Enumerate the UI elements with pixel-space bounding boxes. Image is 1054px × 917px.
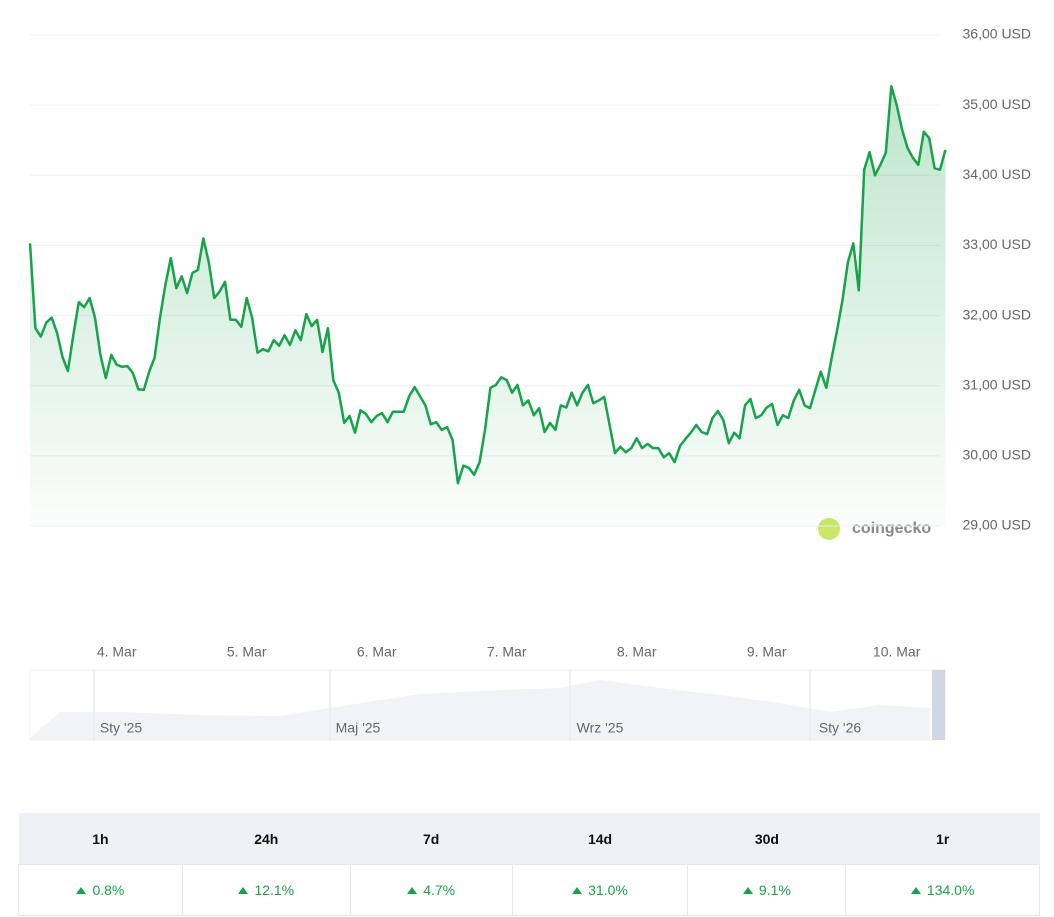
y-tick-label: 36,00 USD (963, 26, 1031, 42)
navigator-area (30, 680, 930, 740)
change-cell: 134.0% (845, 864, 1040, 916)
x-tick-label: 7. Mar (487, 644, 527, 660)
y-tick-label: 30,00 USD (963, 447, 1031, 463)
x-tick-label: 10. Mar (873, 644, 921, 660)
navigator-handle[interactable] (932, 670, 945, 740)
y-tick-label: 31,00 USD (963, 376, 1031, 392)
navigator-label: Sty '26 (819, 720, 862, 736)
x-tick-label: 8. Mar (617, 644, 657, 660)
period-header: 14d (512, 813, 688, 865)
y-tick-label: 34,00 USD (963, 166, 1031, 182)
period-header: 7d (350, 813, 513, 865)
change-table: 1h 24h 7d 14d 30d 1r 0.8% 12.1% 4.7% 31.0% 9.1% 13… (18, 813, 1040, 916)
header-row: 1h 24h 7d 14d 30d 1r (18, 813, 1040, 865)
x-tick-label: 4. Mar (97, 644, 137, 660)
value-row: 0.8% 12.1% 4.7% 31.0% 9.1% 134.0% (18, 864, 1040, 916)
x-tick-label: 9. Mar (747, 644, 787, 660)
change-cell: 31.0% (511, 864, 689, 916)
navigator-label: Maj '25 (336, 720, 381, 736)
x-tick-label: 6. Mar (357, 644, 397, 660)
price-line (28, 84, 947, 485)
chart: Sty '25 Maj '25 Wrz '25 Sty '26 coingeck… (28, 26, 1031, 741)
navigator-label: Sty '25 (100, 720, 143, 736)
period-header: 24h (182, 813, 351, 865)
navigator-label: Wrz '25 (577, 720, 624, 736)
change-cell: 12.1% (181, 864, 351, 916)
y-tick-label: 29,00 USD (963, 517, 1031, 533)
period-header: 30d (687, 813, 846, 865)
area (30, 86, 946, 526)
change-value: 31.0% (572, 882, 628, 898)
change-cell: 0.8% (18, 864, 183, 916)
period-header: 1r (845, 813, 1040, 865)
change-value: 4.7% (407, 882, 455, 898)
y-tick-label: 33,00 USD (963, 236, 1031, 252)
change-cell: 4.7% (349, 864, 513, 916)
change-cell: 9.1% (687, 864, 847, 916)
x-tick-label: 5. Mar (227, 644, 267, 660)
change-value: 0.8% (76, 882, 124, 898)
y-tick-label: 35,00 USD (963, 96, 1031, 112)
change-value: 9.1% (743, 882, 791, 898)
period-header: 1h (18, 813, 183, 865)
change-value: 134.0% (911, 882, 974, 898)
change-value: 12.1% (238, 882, 294, 898)
y-tick-label: 32,00 USD (963, 306, 1031, 322)
